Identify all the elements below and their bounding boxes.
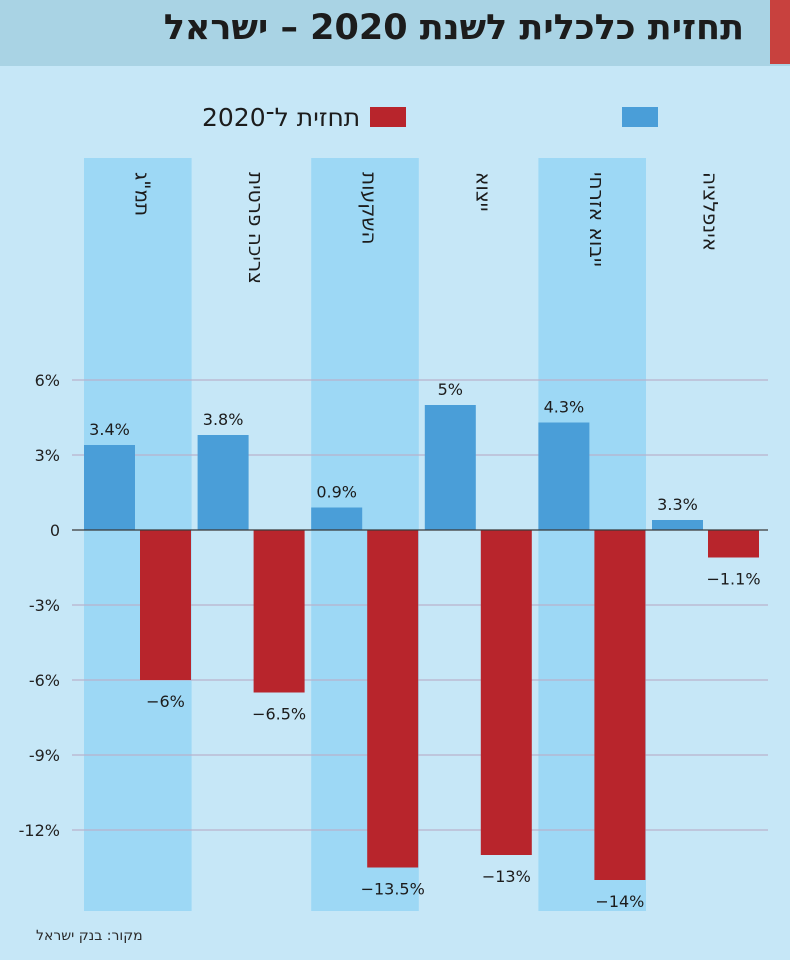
data-label-forecast: −6% <box>146 692 185 711</box>
bar-current <box>84 445 135 530</box>
page-title: תחזית כלכלית לשנת 2020 – ישראל <box>163 8 744 48</box>
y-tick-label: 0 <box>50 521 60 540</box>
y-tick-label: -3% <box>29 596 60 615</box>
data-label-current: 0.9% <box>316 483 357 502</box>
legend-swatch-red <box>370 107 407 127</box>
bar-forecast <box>480 530 532 855</box>
data-label-forecast: −13.5% <box>361 880 425 899</box>
bar-current <box>311 507 363 530</box>
legend-item-blue <box>622 102 668 132</box>
data-label-current: 3.4% <box>89 420 130 439</box>
data-label-current: 4.3% <box>544 398 585 417</box>
header-accent <box>770 0 790 64</box>
category-label: השקעות <box>358 172 382 245</box>
header-bar <box>0 0 790 66</box>
bar-forecast <box>140 530 191 680</box>
data-label-forecast: −1.1% <box>706 570 760 589</box>
bar-forecast <box>253 530 305 693</box>
legend-item-red: תחזית ל־2020 <box>202 102 407 132</box>
legend-swatch-blue <box>622 107 658 127</box>
data-label-current: 3.3% <box>657 495 698 514</box>
data-label-current: 5% <box>438 380 463 399</box>
category-label: ייבוא אזרחי <box>585 172 609 267</box>
data-label-forecast: −14% <box>595 892 644 911</box>
y-tick-label: -12% <box>19 821 60 840</box>
y-tick-label: -9% <box>29 746 60 765</box>
bar-forecast <box>367 530 419 868</box>
category-label: צריכה פרטית <box>244 172 268 284</box>
category-label: ייצוא <box>471 172 495 212</box>
bar-current <box>424 405 476 530</box>
y-tick-label: -6% <box>29 671 60 690</box>
y-tick-label: 6% <box>35 371 60 390</box>
bar-current <box>197 435 249 530</box>
category-label: אינפלציה <box>699 172 723 251</box>
bar-current <box>652 520 703 530</box>
bar-forecast <box>594 530 646 880</box>
source-note: מקור: בנק ישראל <box>36 928 143 944</box>
data-label-forecast: −13% <box>482 867 531 886</box>
bar-current <box>538 422 590 530</box>
bar-forecast <box>708 530 759 558</box>
legend-label-red: תחזית ל־2020 <box>202 102 361 132</box>
data-label-forecast: −6.5% <box>252 705 306 724</box>
y-tick-label: 3% <box>35 446 60 465</box>
data-label-current: 3.8% <box>203 410 244 429</box>
category-label: תמ"ג <box>131 172 155 216</box>
